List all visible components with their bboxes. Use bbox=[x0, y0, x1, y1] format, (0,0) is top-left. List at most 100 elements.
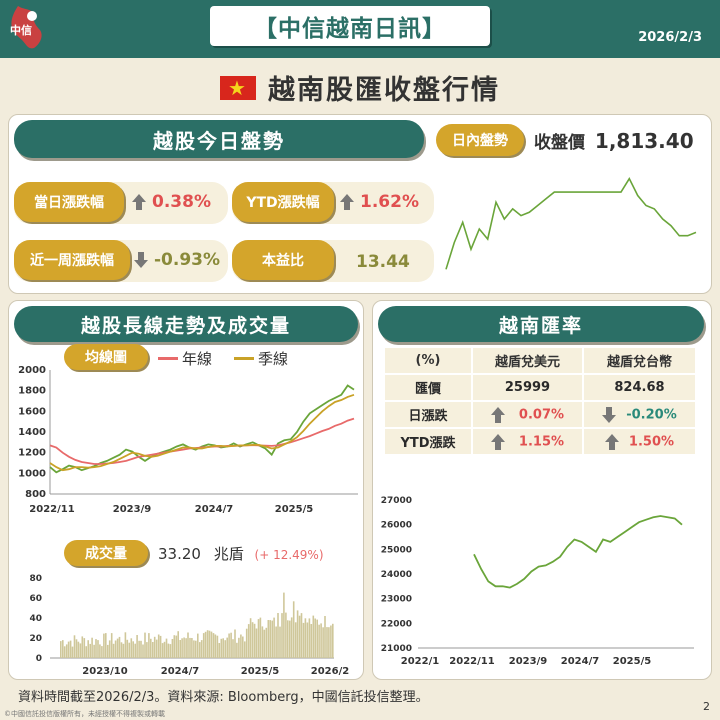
x-tick-label: 2024/7 bbox=[561, 656, 599, 667]
volume-bar bbox=[71, 646, 74, 658]
y-tick-label: 1200 bbox=[18, 448, 46, 459]
volume-change: (+ 12.49%) bbox=[254, 548, 324, 562]
volume-bar bbox=[179, 640, 181, 658]
volume-bar bbox=[204, 631, 207, 658]
volume-bar bbox=[138, 640, 140, 658]
volume-bar bbox=[287, 620, 289, 658]
volume-bar bbox=[328, 627, 330, 658]
volume-bar bbox=[226, 637, 228, 658]
volume-bar bbox=[275, 626, 277, 658]
volume-bar bbox=[308, 618, 311, 658]
volume-bar bbox=[110, 633, 113, 658]
y-tick-label: 21000 bbox=[381, 644, 412, 654]
volume-bar bbox=[85, 646, 87, 658]
volume-bar bbox=[324, 616, 326, 658]
y-tick-label: 23000 bbox=[381, 595, 412, 605]
y-tick-label: 0 bbox=[36, 654, 42, 664]
volume-bar bbox=[306, 622, 309, 658]
fx-col-usd: 越盾兌美元 bbox=[473, 348, 582, 373]
volume-bar bbox=[210, 631, 213, 658]
page-title: 【中信越南日訊】 bbox=[210, 6, 490, 46]
volume-bar bbox=[289, 620, 291, 658]
longterm-title: 越股長線走勢及成交量 bbox=[14, 306, 358, 342]
y-tick-label: 1000 bbox=[18, 468, 46, 479]
y-tick-label: 26000 bbox=[381, 521, 412, 531]
volume-value-row: 33.20 兆盾 (+ 12.49%) bbox=[158, 543, 324, 564]
volume-label: 成交量 bbox=[64, 540, 148, 566]
volume-bar bbox=[279, 626, 281, 658]
volume-bar bbox=[218, 643, 221, 658]
volume-value: 33.20 bbox=[158, 545, 201, 563]
volume-bar bbox=[257, 619, 260, 658]
table-row: 匯價 25999 824.68 bbox=[385, 375, 695, 400]
volume-bar bbox=[202, 633, 205, 658]
ma-label: 均線圖 bbox=[64, 344, 148, 370]
volume-bar bbox=[322, 627, 324, 658]
x-tick-label: 2024/7 bbox=[161, 666, 199, 676]
arrow-down-icon bbox=[134, 252, 148, 268]
volume-bar bbox=[148, 633, 150, 658]
volume-bar bbox=[136, 635, 138, 658]
y-tick-label: 1400 bbox=[18, 427, 46, 438]
intraday-label: 日內盤勢 bbox=[436, 124, 524, 156]
volume-bar bbox=[222, 638, 224, 658]
volume-bar bbox=[228, 633, 230, 658]
volume-bar bbox=[91, 637, 93, 658]
metric-value-daily: 0.38% bbox=[132, 192, 211, 212]
volume-bar bbox=[155, 639, 158, 658]
y-tick-label: 25000 bbox=[381, 545, 412, 555]
fx-row-label: 日漲跌 bbox=[385, 402, 471, 427]
volume-bar bbox=[244, 641, 246, 658]
volume-bar bbox=[261, 626, 264, 658]
volume-bar bbox=[140, 640, 142, 658]
footer-source: 資料時間截至2026/2/3。資料來源: Bloomberg，中國信託投信整理。 bbox=[18, 690, 429, 705]
metric-label-daily: 當日漲跌幅 bbox=[14, 182, 124, 222]
volume-bar bbox=[277, 613, 279, 658]
volume-bar bbox=[114, 640, 117, 658]
volume-bar bbox=[249, 618, 252, 658]
legend-quarterly: 季線 bbox=[234, 348, 288, 369]
volume-bar bbox=[238, 637, 240, 658]
volume-bar bbox=[189, 637, 191, 658]
volume-bar bbox=[167, 643, 170, 658]
volume-bar bbox=[234, 629, 236, 658]
volume-bar bbox=[73, 635, 76, 658]
volume-bar bbox=[107, 644, 109, 658]
arrow-up-icon bbox=[340, 194, 354, 210]
arrow-up-icon bbox=[132, 194, 146, 210]
volume-bar bbox=[314, 618, 316, 658]
volume-bar bbox=[195, 640, 197, 658]
volume-bar bbox=[191, 638, 193, 658]
volume-bar bbox=[181, 638, 183, 658]
volume-bar bbox=[267, 620, 270, 658]
x-tick-label: 2026/2 bbox=[311, 666, 349, 676]
volume-bar bbox=[199, 642, 201, 658]
volume-bar bbox=[171, 639, 174, 658]
fx-row-label: YTD漲跌 bbox=[385, 429, 471, 454]
fx-row-label: 匯價 bbox=[385, 375, 471, 400]
volume-bar bbox=[95, 639, 97, 658]
volume-bar bbox=[245, 628, 248, 658]
volume-bar bbox=[187, 632, 189, 658]
arrow-down-icon bbox=[602, 406, 617, 423]
volume-bar bbox=[105, 633, 107, 658]
y-tick-label: 20 bbox=[29, 634, 42, 644]
y-tick-label: 2000 bbox=[18, 365, 46, 376]
volume-bar bbox=[67, 641, 70, 658]
volume-bar bbox=[224, 640, 226, 658]
volume-bar bbox=[97, 640, 99, 658]
volume-bar bbox=[81, 636, 84, 658]
volume-bar bbox=[124, 632, 127, 658]
volume-bar bbox=[197, 633, 199, 658]
volume-bar bbox=[269, 620, 271, 658]
x-tick-label: 2025/5 bbox=[275, 504, 313, 515]
y-tick-label: 1600 bbox=[18, 406, 46, 417]
y-tick-label: 60 bbox=[29, 594, 42, 604]
volume-bar bbox=[165, 638, 168, 658]
volume-bar bbox=[200, 640, 203, 658]
heading-text: 越南股匯收盤行情 bbox=[268, 75, 500, 106]
volume-bar bbox=[89, 643, 91, 658]
volume-bar bbox=[236, 642, 238, 658]
intraday-line bbox=[445, 177, 697, 270]
volume-bar bbox=[271, 620, 273, 658]
